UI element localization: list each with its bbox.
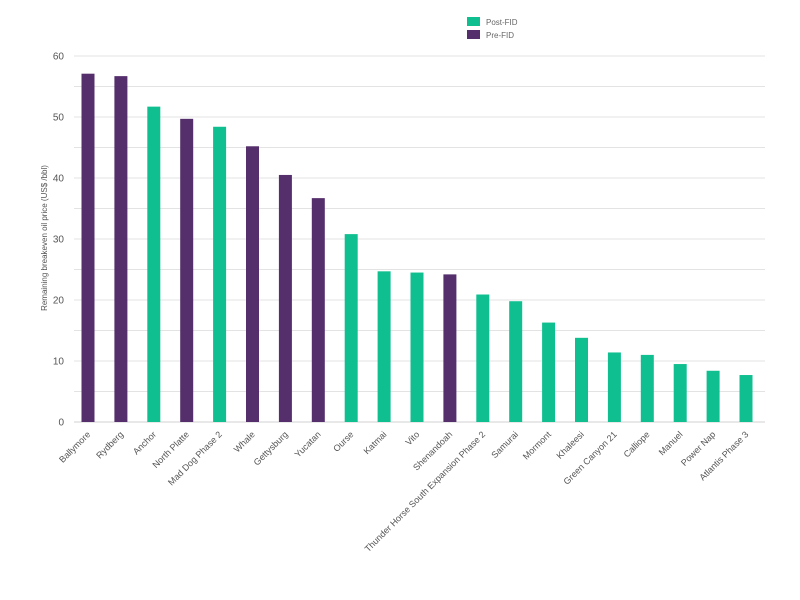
x-tick-label: Yucatan — [293, 429, 323, 459]
bar — [640, 354, 654, 422]
bar — [410, 272, 424, 422]
y-tick-label: 10 — [53, 357, 65, 368]
y-tick-label: 30 — [53, 235, 65, 246]
bar — [311, 198, 325, 422]
x-tick-label: Vito — [403, 429, 421, 447]
legend-label: Post-FID — [486, 18, 518, 27]
y-axis-ticks: 0 10 20 30 40 50 60 — [53, 52, 65, 429]
x-tick-label: Ballymore — [57, 429, 92, 464]
bar — [344, 234, 358, 422]
x-tick-label: Samurai — [489, 429, 520, 460]
y-tick-label: 20 — [53, 296, 65, 307]
x-tick-label: Anchor — [131, 429, 158, 456]
bars — [81, 73, 753, 422]
y-axis-title: Remaining breakeven oil price (US$ /bbl) — [40, 165, 49, 311]
legend: Post-FID Pre-FID — [467, 17, 518, 40]
bar — [509, 301, 523, 422]
x-tick-label: Gettysburg — [252, 429, 290, 467]
x-tick-label: Calliope — [622, 429, 652, 459]
bar — [542, 322, 556, 422]
bar — [739, 375, 753, 422]
bar — [706, 370, 720, 422]
bar — [114, 76, 128, 422]
bar — [213, 126, 227, 422]
bar — [147, 106, 161, 422]
bar — [476, 294, 490, 422]
x-tick-label: Manuel — [657, 429, 685, 457]
x-tick-label: Katmai — [362, 429, 389, 456]
x-tick-label: Rydberg — [94, 429, 125, 460]
bar — [180, 118, 194, 422]
x-tick-label: Thunder Horse South Expansion Phase 2 — [363, 429, 488, 554]
legend-swatch — [467, 30, 480, 39]
bar — [575, 337, 588, 422]
x-tick-label: Khaleesi — [554, 429, 585, 460]
y-tick-label: 60 — [53, 52, 65, 63]
legend-swatch — [467, 17, 480, 26]
x-tick-label: Mormont — [521, 429, 554, 462]
y-tick-label: 50 — [53, 113, 65, 124]
x-tick-label: Ourse — [331, 429, 355, 453]
bar — [377, 271, 391, 422]
y-tick-label: 0 — [58, 418, 64, 429]
bar — [81, 73, 95, 422]
y-tick-label: 40 — [53, 174, 65, 185]
bar — [443, 274, 457, 422]
legend-label: Pre-FID — [486, 31, 514, 40]
bar — [246, 146, 259, 422]
x-tick-label: Whale — [232, 429, 257, 454]
bar — [673, 364, 687, 422]
bar — [607, 352, 621, 422]
bar — [278, 174, 292, 422]
